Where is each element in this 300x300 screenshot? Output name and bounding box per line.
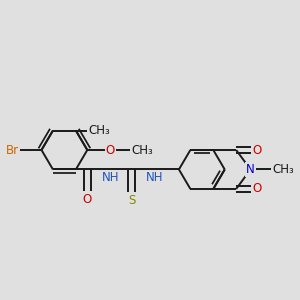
Text: CH₃: CH₃ (272, 163, 294, 176)
Text: CH₃: CH₃ (132, 143, 153, 157)
Text: O: O (83, 193, 92, 206)
Text: O: O (106, 143, 115, 157)
Text: Br: Br (5, 143, 19, 157)
Text: O: O (252, 182, 261, 195)
Text: CH₃: CH₃ (89, 124, 110, 137)
Text: N: N (246, 163, 255, 176)
Text: O: O (252, 143, 261, 157)
Text: NH: NH (101, 171, 119, 184)
Text: NH: NH (146, 171, 163, 184)
Text: S: S (128, 194, 135, 207)
